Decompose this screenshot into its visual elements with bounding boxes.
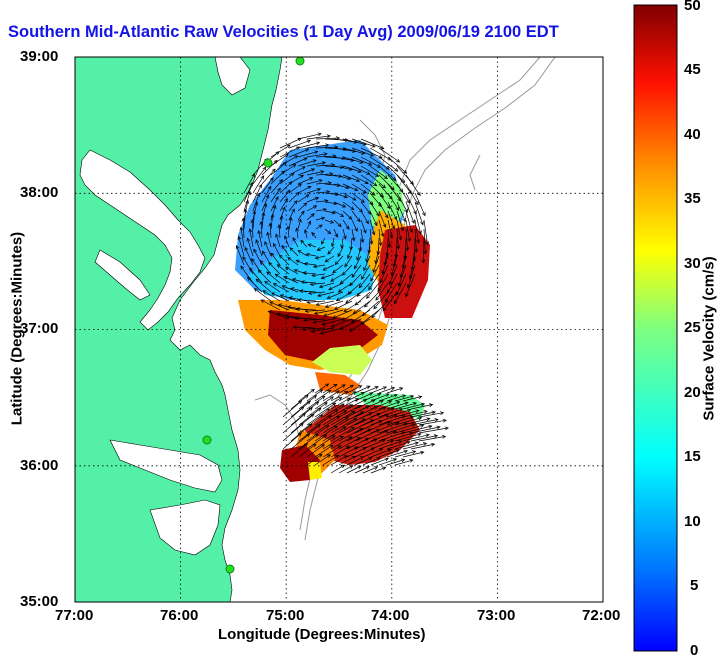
colorbar-tick-label: 15 xyxy=(684,448,701,465)
y-tick-label: 36:00 xyxy=(20,457,59,474)
colorbar-tick-label: 25 xyxy=(684,319,701,336)
velocity-arrows xyxy=(235,132,449,474)
colorbar-tick-label: 0 xyxy=(690,642,699,659)
x-tick-label: 76:00 xyxy=(160,607,199,624)
y-axis-label: Latitude (Degrees:Minutes) xyxy=(8,231,26,426)
x-axis-label: Longitude (Degrees:Minutes) xyxy=(218,626,426,643)
colorbar-tick-label: 10 xyxy=(684,513,701,530)
x-tick-label: 73:00 xyxy=(477,607,516,624)
y-tick-label: 37:00 xyxy=(20,320,59,337)
map-title: Southern Mid-Atlantic Raw Velocities (1 … xyxy=(8,23,559,41)
colorbar-tick-label: 45 xyxy=(684,61,701,78)
y-tick-label: 35:00 xyxy=(20,593,59,610)
delaware-bay xyxy=(214,57,251,96)
x-tick-label: 77:00 xyxy=(55,607,94,624)
y-tick-label: 38:00 xyxy=(20,184,59,201)
colorbar xyxy=(633,4,678,652)
y-tick-label: 39:00 xyxy=(20,48,59,65)
station-marker xyxy=(263,158,273,168)
pamlico-sound xyxy=(149,499,221,556)
river-inlet xyxy=(94,249,151,301)
plot-frame xyxy=(74,56,604,603)
colorbar-tick-label: 5 xyxy=(690,577,699,594)
grid-lines xyxy=(75,57,603,602)
colorbar-tick-label: 50 xyxy=(684,0,701,14)
station-marker xyxy=(202,435,212,445)
x-tick-label: 75:00 xyxy=(266,607,305,624)
colorbar-label: Surface Velocity (cm/s) xyxy=(700,256,718,421)
velocity-field xyxy=(235,140,430,482)
x-tick-label: 74:00 xyxy=(371,607,410,624)
station-marker xyxy=(295,57,305,66)
colorbar-tick-label: 40 xyxy=(684,126,701,143)
station-marker xyxy=(225,564,235,574)
chesapeake-bay xyxy=(79,149,206,331)
colorbar-tick-label: 35 xyxy=(684,190,701,207)
x-tick-label: 72:00 xyxy=(582,607,621,624)
colorbar-tick-label: 30 xyxy=(684,255,701,272)
colorbar-tick-label: 20 xyxy=(684,384,701,401)
